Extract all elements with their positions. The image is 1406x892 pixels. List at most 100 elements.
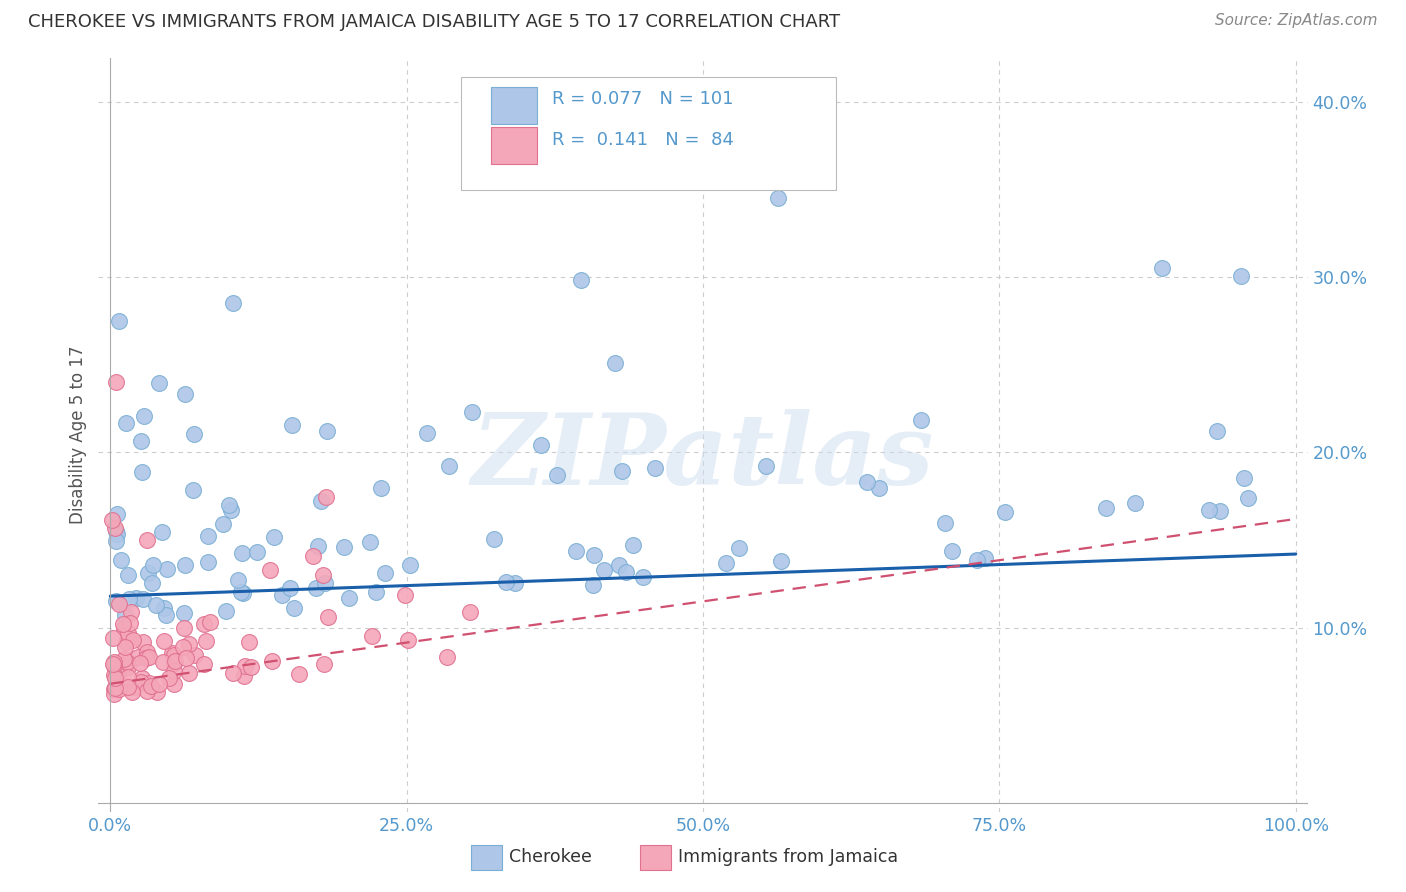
Point bbox=[129, 674, 152, 689]
Point bbox=[229, 584, 252, 599]
Point bbox=[582, 548, 605, 562]
Point bbox=[173, 606, 195, 620]
Point bbox=[436, 650, 458, 665]
Point bbox=[197, 555, 219, 569]
Point bbox=[131, 465, 153, 479]
Point bbox=[361, 629, 384, 643]
Point bbox=[238, 635, 260, 649]
Point bbox=[156, 562, 179, 576]
Text: Immigrants from Jamaica: Immigrants from Jamaica bbox=[678, 848, 898, 866]
Point bbox=[162, 677, 184, 691]
Text: R =  0.141   N =  84: R = 0.141 N = 84 bbox=[551, 131, 734, 149]
Point bbox=[614, 566, 637, 580]
Point bbox=[240, 659, 263, 673]
Point bbox=[103, 631, 125, 645]
Point bbox=[374, 566, 396, 581]
Point bbox=[117, 591, 139, 606]
Point bbox=[117, 626, 139, 640]
Text: R = 0.077   N = 101: R = 0.077 N = 101 bbox=[551, 90, 734, 109]
Point bbox=[120, 605, 142, 619]
Point bbox=[183, 427, 205, 442]
Point bbox=[197, 529, 219, 543]
Point bbox=[108, 597, 131, 611]
Point bbox=[105, 667, 128, 681]
Point bbox=[155, 607, 177, 622]
Point bbox=[215, 605, 238, 619]
Point bbox=[160, 646, 183, 660]
Point bbox=[193, 616, 215, 631]
Point bbox=[218, 498, 240, 512]
Point bbox=[104, 671, 127, 685]
Point bbox=[125, 591, 148, 605]
Point bbox=[569, 273, 592, 287]
FancyBboxPatch shape bbox=[492, 128, 537, 163]
Point bbox=[152, 655, 174, 669]
FancyBboxPatch shape bbox=[492, 87, 537, 124]
Point bbox=[138, 650, 160, 665]
Point bbox=[117, 659, 139, 673]
Point bbox=[316, 609, 339, 624]
Point bbox=[593, 563, 616, 577]
Point bbox=[139, 679, 162, 693]
Point bbox=[337, 591, 360, 605]
Point bbox=[271, 588, 294, 602]
Point bbox=[309, 494, 332, 508]
Point bbox=[181, 483, 204, 498]
Point bbox=[114, 640, 136, 654]
Point bbox=[129, 656, 152, 670]
Point bbox=[148, 677, 170, 691]
Point bbox=[605, 356, 627, 370]
Point bbox=[505, 576, 527, 591]
Point bbox=[105, 507, 128, 521]
Point bbox=[136, 533, 159, 547]
Point bbox=[121, 685, 143, 699]
Point bbox=[163, 657, 186, 671]
Point bbox=[132, 409, 155, 423]
Point bbox=[148, 376, 170, 391]
Point bbox=[495, 575, 517, 590]
Point bbox=[115, 416, 138, 430]
Point bbox=[174, 651, 197, 665]
Text: Cherokee: Cherokee bbox=[509, 848, 592, 866]
Point bbox=[103, 655, 125, 669]
Point bbox=[222, 665, 245, 680]
Point bbox=[129, 434, 152, 448]
Point bbox=[246, 544, 269, 558]
Point bbox=[179, 666, 201, 681]
Point bbox=[103, 687, 125, 701]
Point bbox=[152, 634, 174, 648]
Point bbox=[117, 680, 139, 694]
Point bbox=[104, 661, 127, 675]
Point bbox=[1094, 501, 1116, 516]
Point bbox=[127, 649, 149, 664]
Point bbox=[312, 567, 335, 582]
Point bbox=[153, 601, 176, 615]
Point bbox=[305, 581, 328, 595]
Point bbox=[195, 634, 218, 648]
Point bbox=[263, 530, 285, 544]
Point bbox=[110, 553, 132, 567]
Text: Source: ZipAtlas.com: Source: ZipAtlas.com bbox=[1215, 13, 1378, 29]
Point bbox=[755, 459, 778, 474]
Point bbox=[1230, 268, 1253, 283]
Point bbox=[107, 668, 129, 682]
Point bbox=[105, 534, 128, 549]
Point bbox=[112, 651, 135, 665]
Point bbox=[120, 615, 142, 630]
Point bbox=[145, 598, 167, 612]
Point bbox=[105, 593, 128, 607]
Point bbox=[174, 386, 197, 401]
Point bbox=[163, 664, 186, 678]
Point bbox=[607, 558, 630, 573]
Point bbox=[232, 586, 254, 600]
Point bbox=[394, 588, 416, 602]
Point bbox=[101, 657, 124, 671]
Point bbox=[222, 296, 245, 310]
Point bbox=[856, 475, 879, 489]
Point bbox=[768, 191, 790, 205]
Point bbox=[359, 535, 381, 549]
Point bbox=[1233, 471, 1256, 485]
Point bbox=[112, 621, 135, 635]
Point bbox=[146, 685, 169, 699]
Point bbox=[631, 570, 654, 584]
